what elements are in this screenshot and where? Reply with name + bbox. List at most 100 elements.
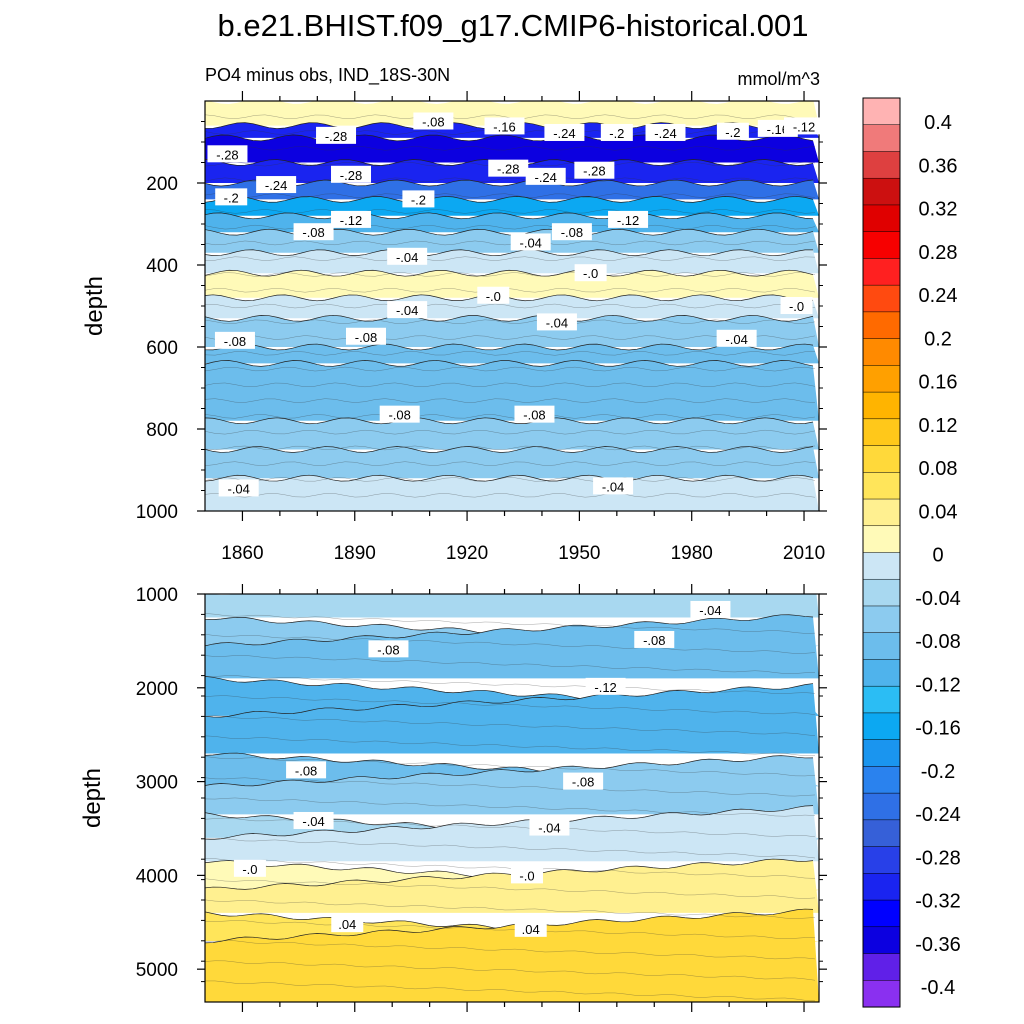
contour-label-box bbox=[402, 190, 435, 208]
colorbar-label: 0.16 bbox=[919, 372, 958, 394]
upper-contour-line bbox=[205, 249, 814, 257]
contour-label-box bbox=[331, 210, 372, 228]
contour-label: -.0 bbox=[242, 862, 257, 877]
y-tick-label: 600 bbox=[146, 338, 178, 359]
contour-label: -.04 bbox=[699, 603, 721, 618]
lower-contour-line bbox=[205, 715, 816, 736]
colorbar-swatch bbox=[862, 177, 901, 206]
colorbar-swatch bbox=[862, 391, 901, 420]
upper-contour-line bbox=[205, 343, 814, 351]
contour-label: -.2 bbox=[725, 125, 740, 140]
colorbar-swatch bbox=[862, 766, 901, 794]
contour-label-box bbox=[293, 811, 334, 829]
colorbar-label: -0.28 bbox=[915, 847, 961, 869]
contour-label-box bbox=[233, 859, 266, 877]
upper-band bbox=[205, 101, 819, 126]
lower-band bbox=[205, 614, 819, 679]
contour-label-box bbox=[525, 167, 566, 185]
contour-label: -.04 bbox=[546, 315, 568, 330]
upper-contour-line bbox=[205, 193, 816, 198]
upper-contour-line bbox=[205, 429, 816, 435]
upper-contour-line bbox=[205, 269, 814, 277]
contour-label: -.08 bbox=[643, 633, 665, 648]
colorbar-label: 0.2 bbox=[924, 328, 952, 350]
contour-label-box bbox=[256, 176, 297, 194]
upper-contour-line bbox=[205, 303, 816, 309]
lower-contour-line bbox=[205, 756, 816, 777]
colorbar-swatch bbox=[862, 632, 901, 660]
contour-label: -.24 bbox=[265, 178, 287, 193]
lower-x-axis bbox=[241, 584, 805, 1012]
units-label: mmol/m^3 bbox=[738, 69, 820, 89]
colorbar-swatch bbox=[862, 311, 901, 340]
contour-label: -.08 bbox=[422, 115, 444, 130]
contour-label-box bbox=[716, 329, 757, 347]
contour-label-box bbox=[510, 233, 551, 251]
lower-band bbox=[205, 594, 819, 618]
contour-label: -.04 bbox=[396, 303, 418, 318]
contour-label: -.04 bbox=[602, 479, 624, 494]
colorbar-label: 0.36 bbox=[919, 155, 958, 177]
upper-contour-line bbox=[205, 114, 816, 119]
colorbar-swatch bbox=[862, 258, 901, 286]
contour-label: -.0 bbox=[583, 266, 598, 281]
upper-contour-line bbox=[205, 445, 816, 451]
y-tick-label: 200 bbox=[146, 174, 178, 195]
x-tick-label: 1860 bbox=[221, 543, 263, 564]
contour-label: -.04 bbox=[227, 481, 249, 496]
lower-contour-line bbox=[205, 777, 816, 797]
contour-label-box bbox=[716, 122, 749, 140]
colorbar-label: 0.28 bbox=[919, 242, 958, 264]
contour-label-box bbox=[574, 161, 615, 179]
contour-label: -.08 bbox=[561, 225, 583, 240]
contour-label: -.16 bbox=[767, 122, 789, 137]
colorbar-swatch bbox=[862, 284, 901, 313]
subtitle-left: PO4 minus obs, IND_18S-30N bbox=[205, 65, 450, 86]
lower-ylabel: depth bbox=[79, 768, 106, 828]
contour-label-box bbox=[413, 112, 454, 130]
upper-contour-line bbox=[205, 417, 814, 425]
upper-contour-line bbox=[205, 414, 816, 419]
contour-label: -.08 bbox=[295, 763, 317, 778]
colorbar-swatch bbox=[862, 819, 901, 848]
upper-contour-line bbox=[205, 272, 816, 277]
contour-label-box bbox=[379, 405, 420, 423]
contour-label-box bbox=[784, 117, 825, 135]
contour-label: -.04 bbox=[538, 821, 560, 836]
colorbar-swatch bbox=[862, 873, 901, 901]
lower-contour-line bbox=[205, 797, 816, 817]
contour-label: -.2 bbox=[224, 190, 239, 205]
contour-label: -.16 bbox=[493, 119, 515, 134]
contour-label: -.28 bbox=[497, 162, 519, 177]
lower-band bbox=[205, 859, 819, 913]
colorbar-swatch bbox=[862, 498, 901, 527]
contour-label-box bbox=[488, 159, 529, 177]
colorbar-label: 0 bbox=[932, 545, 943, 567]
contour-label: -.08 bbox=[377, 642, 399, 657]
lower-contour-line bbox=[205, 920, 816, 939]
lower-contour-line bbox=[205, 899, 816, 919]
colorbar-swatch bbox=[862, 685, 901, 714]
colorbar-label: -0.32 bbox=[915, 891, 961, 913]
upper-contour-line bbox=[205, 179, 814, 187]
contour-label: -.28 bbox=[216, 147, 238, 162]
contour-label: -.12 bbox=[594, 680, 616, 695]
colorbar-frame bbox=[862, 97, 901, 1008]
contour-label-box bbox=[331, 915, 364, 933]
colorbar-swatch bbox=[862, 445, 901, 473]
contour-label-box bbox=[293, 223, 334, 241]
colorbar-swatch bbox=[862, 926, 901, 955]
colorbar-label: 0.32 bbox=[919, 199, 958, 221]
contour-label: -.08 bbox=[388, 408, 410, 423]
lower-contour-line bbox=[205, 940, 816, 960]
lower-band bbox=[205, 755, 819, 815]
upper-contour-line bbox=[205, 461, 816, 466]
contour-label: -.0 bbox=[789, 299, 804, 314]
contour-label-box bbox=[645, 123, 686, 141]
colorbar-label: -0.24 bbox=[915, 804, 961, 826]
contour-label-box bbox=[690, 600, 731, 618]
lower-contour-line bbox=[205, 614, 814, 647]
contour-label-box bbox=[215, 188, 248, 206]
contour-label-box bbox=[780, 297, 813, 314]
colorbar-swatch bbox=[862, 605, 901, 634]
